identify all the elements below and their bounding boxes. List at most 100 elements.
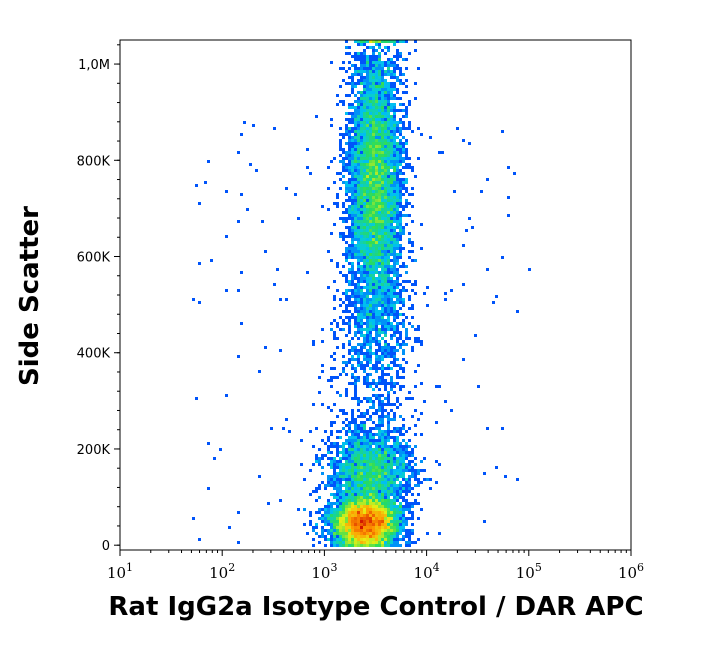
event-cell bbox=[396, 217, 399, 220]
event-cell bbox=[366, 199, 369, 202]
event-cell bbox=[381, 481, 384, 484]
event-cell bbox=[366, 475, 369, 478]
event-cell bbox=[315, 460, 318, 463]
event-cell bbox=[399, 70, 402, 73]
event-cell bbox=[324, 529, 327, 532]
event-cell bbox=[360, 238, 363, 241]
event-cell bbox=[402, 496, 405, 499]
event-cell bbox=[384, 139, 387, 142]
event-cell bbox=[381, 535, 384, 538]
event-cell bbox=[366, 148, 369, 151]
event-cell bbox=[387, 184, 390, 187]
event-cell bbox=[345, 454, 348, 457]
event-cell bbox=[411, 307, 414, 310]
event-cell bbox=[390, 250, 393, 253]
event-cell bbox=[360, 463, 363, 466]
event-cell bbox=[330, 61, 333, 64]
event-cell bbox=[369, 196, 372, 199]
event-cell bbox=[360, 511, 363, 514]
event-cell bbox=[369, 382, 372, 385]
event-cell bbox=[372, 112, 375, 115]
event-cell bbox=[384, 280, 387, 283]
event-cell bbox=[390, 289, 393, 292]
event-cell bbox=[339, 187, 342, 190]
event-cell bbox=[375, 184, 378, 187]
event-cell bbox=[324, 442, 327, 445]
event-cell bbox=[351, 145, 354, 148]
event-cell bbox=[366, 541, 369, 544]
event-cell bbox=[345, 217, 348, 220]
event-cell bbox=[363, 295, 366, 298]
event-cell bbox=[366, 325, 369, 328]
event-cell bbox=[375, 262, 378, 265]
event-cell bbox=[300, 439, 303, 442]
event-cell bbox=[360, 484, 363, 487]
event-cell bbox=[348, 283, 351, 286]
event-cell bbox=[198, 262, 201, 265]
event-cell bbox=[330, 541, 333, 544]
event-cell bbox=[366, 319, 369, 322]
event-cell bbox=[384, 328, 387, 331]
event-cell bbox=[378, 526, 381, 529]
event-cell bbox=[399, 403, 402, 406]
event-cell bbox=[363, 49, 366, 52]
event-cell bbox=[375, 478, 378, 481]
event-cell bbox=[372, 193, 375, 196]
event-cell bbox=[354, 235, 357, 238]
event-cell bbox=[369, 274, 372, 277]
event-cell bbox=[387, 316, 390, 319]
event-cell bbox=[387, 472, 390, 475]
event-cell bbox=[384, 103, 387, 106]
event-cell bbox=[399, 226, 402, 229]
event-cell bbox=[378, 124, 381, 127]
y-tick-label: 400K bbox=[77, 347, 111, 362]
event-cell bbox=[396, 442, 399, 445]
event-cell bbox=[396, 154, 399, 157]
event-cell bbox=[408, 454, 411, 457]
event-cell bbox=[375, 520, 378, 523]
event-cell bbox=[402, 262, 405, 265]
event-cell bbox=[399, 163, 402, 166]
event-cell bbox=[387, 457, 390, 460]
event-cell bbox=[378, 94, 381, 97]
event-cell bbox=[372, 121, 375, 124]
event-cell bbox=[393, 157, 396, 160]
event-cell bbox=[363, 448, 366, 451]
event-cell bbox=[516, 310, 519, 313]
event-cell bbox=[390, 349, 393, 352]
event-cell bbox=[399, 220, 402, 223]
event-cell bbox=[342, 442, 345, 445]
event-cell bbox=[354, 526, 357, 529]
event-cell bbox=[369, 430, 372, 433]
event-cell bbox=[375, 112, 378, 115]
event-cell bbox=[264, 250, 267, 253]
event-cell bbox=[396, 196, 399, 199]
event-cell bbox=[327, 484, 330, 487]
event-cell bbox=[393, 94, 396, 97]
event-cell bbox=[345, 226, 348, 229]
event-cell bbox=[372, 517, 375, 520]
event-cell bbox=[354, 187, 357, 190]
event-cell bbox=[381, 358, 384, 361]
event-cell bbox=[339, 505, 342, 508]
event-cell bbox=[342, 151, 345, 154]
event-cell bbox=[333, 445, 336, 448]
event-cell bbox=[339, 409, 342, 412]
event-cell bbox=[390, 187, 393, 190]
event-cell bbox=[405, 487, 408, 490]
event-cell bbox=[354, 370, 357, 373]
event-cell bbox=[354, 208, 357, 211]
event-cell bbox=[360, 124, 363, 127]
event-cell bbox=[330, 367, 333, 370]
event-cell bbox=[336, 262, 339, 265]
event-cell bbox=[369, 400, 372, 403]
event-cell bbox=[390, 301, 393, 304]
event-cell bbox=[363, 145, 366, 148]
event-cell bbox=[237, 511, 240, 514]
event-cell bbox=[363, 415, 366, 418]
event-cell bbox=[384, 505, 387, 508]
event-cell bbox=[396, 541, 399, 544]
event-cell bbox=[390, 529, 393, 532]
event-cell bbox=[381, 508, 384, 511]
event-cell bbox=[384, 436, 387, 439]
